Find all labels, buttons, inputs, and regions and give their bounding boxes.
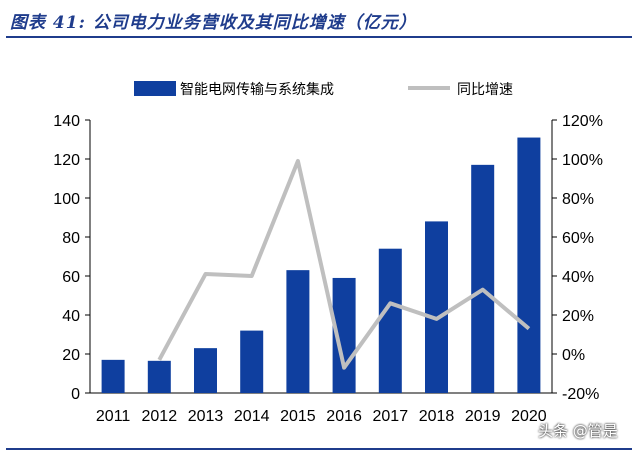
y-tick-label-right: 40% [562,269,594,286]
y-tick-label-left: 40 [62,308,80,325]
y-tick-label-right: 0% [562,347,585,364]
legend-line-label: 同比增速 [457,81,513,97]
legend-bar-swatch [134,81,176,96]
y-tick-label-left: 60 [62,269,80,286]
y-tick-label-left: 140 [53,113,80,130]
x-tick-label: 2012 [142,408,178,425]
x-tick-label: 2011 [96,408,131,425]
y-tick-label-right: -20% [562,386,599,403]
y-tick-label-right: 60% [562,230,594,247]
y-tick-label-left: 80 [62,230,80,247]
y-tick-label-left: 100 [53,191,80,208]
bar [240,331,263,393]
bar [471,165,494,393]
x-tick-label: 2018 [419,408,455,425]
legend: 智能电网传输与系统集成 同比增速 [134,81,513,97]
x-tick-label: 2013 [188,408,224,425]
watermark: 头条 @管是 [538,420,634,444]
legend-bar-label: 智能电网传输与系统集成 [180,81,334,97]
y-tick-label-right: 20% [562,308,594,325]
x-tick-label: 2016 [326,408,362,425]
x-tick-label: 2019 [465,408,501,425]
y-tick-label-left: 120 [53,152,80,169]
x-tick-label: 2015 [280,408,316,425]
y-tick-label-right: 80% [562,191,594,208]
chart-title: 图表 41: 公司电力业务营收及其同比增速（亿元） [10,8,610,33]
bar [286,270,309,393]
bar [425,221,448,393]
bar [194,348,217,393]
x-tick-label: 2014 [234,408,270,425]
bar [102,360,125,393]
chart: 智能电网传输与系统集成 同比增速 0 20 40 60 80 100 120 140 -20% 0%… [0,38,640,458]
bar [379,249,402,393]
y-tick-label-right: 120% [562,113,603,130]
y-tick-label-left: 0 [71,386,80,403]
y-tick-label-right: 100% [562,152,603,169]
bottom-divider [6,448,632,450]
bar [517,138,540,393]
x-tick-label: 2017 [373,408,409,425]
bar [148,361,171,393]
y-tick-label-left: 20 [62,347,80,364]
